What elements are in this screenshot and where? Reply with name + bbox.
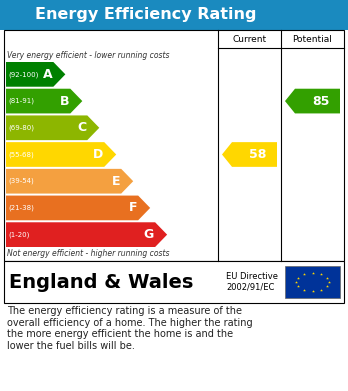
Polygon shape	[285, 89, 340, 113]
Polygon shape	[6, 62, 65, 87]
Bar	[4, 30, 344, 261]
Text: (21-38): (21-38)	[8, 204, 34, 211]
Text: Energy Efficiency Rating: Energy Efficiency Rating	[35, 7, 257, 23]
Bar	[4, 261, 344, 303]
Text: 58: 58	[249, 148, 266, 161]
Text: (81-91): (81-91)	[8, 98, 34, 104]
Text: (69-80): (69-80)	[8, 125, 34, 131]
Text: (55-68): (55-68)	[8, 151, 34, 158]
Bar	[285, 266, 340, 298]
Text: Current: Current	[232, 34, 267, 43]
Text: Not energy efficient - higher running costs: Not energy efficient - higher running co…	[7, 249, 169, 258]
Text: C: C	[77, 121, 86, 134]
Text: (39-54): (39-54)	[8, 178, 34, 185]
Text: Potential: Potential	[293, 34, 332, 43]
Polygon shape	[6, 142, 116, 167]
Text: The energy efficiency rating is a measure of the
overall efficiency of a home. T: The energy efficiency rating is a measur…	[7, 306, 253, 351]
Text: G: G	[144, 228, 154, 241]
Text: 85: 85	[312, 95, 329, 108]
Polygon shape	[222, 142, 277, 167]
Text: B: B	[60, 95, 69, 108]
Text: (1-20): (1-20)	[8, 231, 29, 238]
Text: D: D	[93, 148, 103, 161]
Text: Very energy efficient - lower running costs: Very energy efficient - lower running co…	[7, 51, 169, 60]
Polygon shape	[6, 196, 150, 220]
Text: England & Wales: England & Wales	[9, 273, 193, 292]
Text: A: A	[43, 68, 52, 81]
Polygon shape	[6, 222, 167, 247]
Polygon shape	[6, 115, 99, 140]
Text: (92-100): (92-100)	[8, 71, 38, 77]
Text: F: F	[129, 201, 137, 214]
Polygon shape	[6, 169, 133, 194]
Bar	[0, 0, 348, 30]
Polygon shape	[6, 89, 82, 113]
Text: EU Directive
2002/91/EC: EU Directive 2002/91/EC	[226, 272, 278, 292]
Text: E: E	[112, 175, 120, 188]
